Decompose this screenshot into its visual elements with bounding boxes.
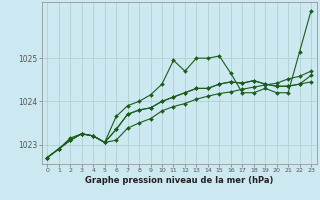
X-axis label: Graphe pression niveau de la mer (hPa): Graphe pression niveau de la mer (hPa) [85,176,273,185]
